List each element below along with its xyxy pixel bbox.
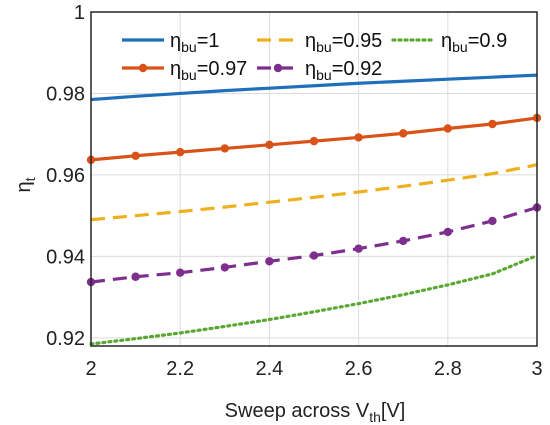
series-line bbox=[90, 205, 538, 284]
y-tick-label: 1 bbox=[74, 2, 85, 24]
x-tick-label: 2.6 bbox=[345, 358, 373, 380]
series-line bbox=[89, 253, 539, 346]
legend-item: ηbu=0.92 bbox=[257, 58, 382, 83]
y-tick-label: 0.98 bbox=[46, 83, 85, 105]
x-tick-label: 3 bbox=[531, 358, 542, 380]
data-point bbox=[176, 147, 185, 157]
data-point bbox=[443, 227, 452, 237]
y-tick-label: 0.94 bbox=[46, 246, 85, 268]
series-line bbox=[90, 73, 538, 102]
legend-item: ηbu=0.9 bbox=[391, 30, 507, 55]
data-point bbox=[399, 129, 408, 138]
x-tick-label: 2 bbox=[85, 358, 96, 380]
y-tick-label: 0.92 bbox=[46, 328, 85, 350]
data-point bbox=[399, 236, 408, 246]
series-2 bbox=[89, 253, 539, 346]
data-point bbox=[443, 124, 452, 133]
series-0 bbox=[90, 73, 538, 102]
legend-label: ηbu=0.92 bbox=[305, 58, 382, 83]
data-point bbox=[220, 144, 229, 153]
legend: ηbu=1 ηbu=0.95 ηbu=0.9 ηbu=0.97 ηbu=0.92 bbox=[122, 30, 507, 83]
legend-label: ηbu=0.95 bbox=[305, 30, 382, 55]
series-layer bbox=[86, 73, 542, 346]
data-point bbox=[309, 136, 319, 146]
series-3 bbox=[86, 113, 542, 165]
legend-label: ηbu=0.97 bbox=[170, 58, 247, 83]
x-tick-labels: 2 2.2 2.4 2.6 2.8 3 bbox=[85, 358, 542, 380]
series-1 bbox=[90, 163, 538, 222]
x-tick-label: 2.8 bbox=[434, 358, 462, 380]
plot-frame bbox=[90, 11, 538, 347]
data-point bbox=[488, 119, 497, 129]
legend-item: ηbu=0.95 bbox=[257, 30, 382, 55]
data-point bbox=[265, 140, 274, 149]
legend-item: ηbu=1 bbox=[122, 30, 220, 55]
x-tick-label: 2.4 bbox=[255, 358, 283, 380]
legend-marker bbox=[138, 63, 148, 73]
data-point bbox=[131, 272, 140, 281]
data-point bbox=[220, 263, 229, 272]
data-point bbox=[354, 133, 363, 142]
legend-marker bbox=[273, 63, 283, 73]
legend-label: ηbu=0.9 bbox=[441, 30, 507, 55]
y-tick-label: 0.96 bbox=[46, 165, 85, 187]
data-point bbox=[488, 216, 497, 226]
data-point bbox=[176, 268, 185, 277]
y-axis-label: ηt bbox=[13, 177, 38, 192]
legend-label: ηbu=1 bbox=[170, 30, 220, 55]
y-tick-labels: 0.92 0.94 0.96 0.98 1 bbox=[46, 2, 85, 350]
x-axis-label: Sweep across Vth[V] bbox=[225, 400, 406, 425]
data-point bbox=[354, 244, 363, 253]
series-line bbox=[90, 163, 538, 222]
legend-item: ηbu=0.97 bbox=[122, 58, 247, 83]
data-point bbox=[309, 251, 319, 260]
data-point bbox=[131, 151, 140, 160]
x-tick-label: 2.2 bbox=[166, 358, 194, 380]
data-point bbox=[265, 257, 274, 266]
series-4 bbox=[86, 203, 542, 287]
